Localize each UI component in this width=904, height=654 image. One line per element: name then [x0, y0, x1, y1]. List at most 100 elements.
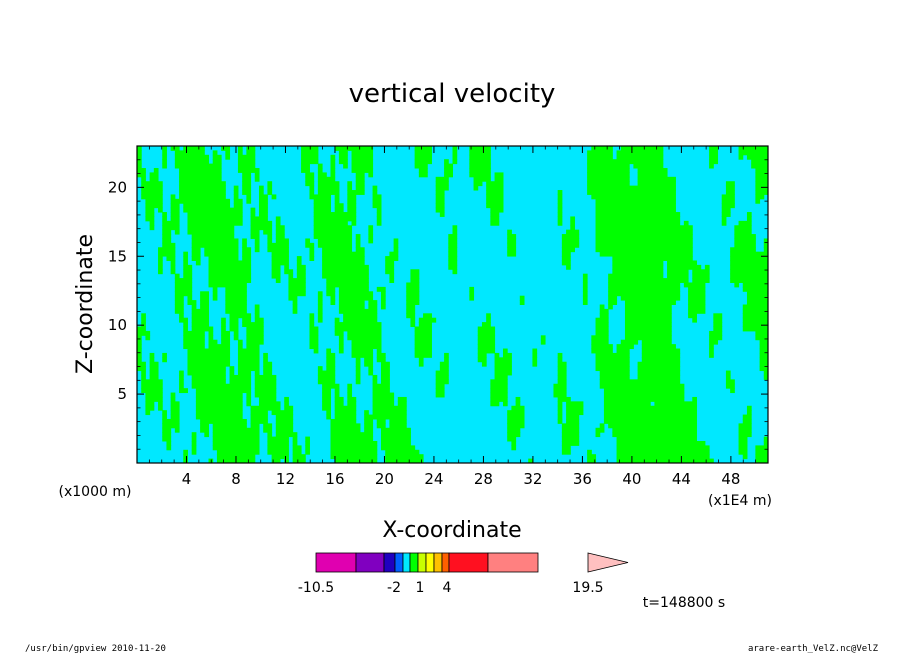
downdraft-region	[612, 432, 697, 438]
downdraft-region	[372, 405, 407, 411]
downdraft-region	[145, 410, 151, 416]
downdraft-region	[591, 194, 676, 200]
colorbar-segment	[425, 552, 435, 573]
downdraft-region	[145, 212, 155, 217]
downdraft-region	[267, 247, 289, 253]
downdraft-region	[158, 247, 176, 253]
downdraft-region	[637, 366, 681, 372]
downdraft-region	[343, 163, 348, 169]
downdraft-region	[570, 225, 575, 231]
downdraft-region	[242, 242, 247, 248]
downdraft-region	[292, 300, 298, 305]
downdraft-region	[250, 207, 256, 213]
downdraft-region	[368, 229, 374, 235]
downdraft-region	[296, 264, 306, 270]
downdraft-region	[347, 198, 357, 204]
downdraft-region	[688, 308, 706, 314]
downdraft-region	[444, 172, 453, 178]
downdraft-region	[595, 330, 609, 336]
downdraft-region	[448, 264, 458, 270]
downdraft-region	[317, 168, 323, 173]
downdraft-region	[595, 317, 609, 323]
downdraft-region	[338, 339, 344, 345]
downdraft-region	[637, 361, 681, 367]
downdraft-region	[599, 304, 605, 310]
downdraft-region	[292, 440, 298, 446]
downdraft-region	[170, 216, 180, 222]
downdraft-region	[347, 203, 357, 209]
downdraft-region	[334, 388, 340, 394]
downdraft-region	[191, 432, 197, 438]
downdraft-region	[313, 216, 357, 222]
downdraft-region	[511, 440, 517, 446]
downdraft-region	[254, 379, 277, 385]
downdraft-region	[582, 291, 588, 297]
downdraft-region	[246, 339, 264, 345]
downdraft-region	[191, 247, 201, 253]
downdraft-region	[435, 374, 449, 380]
downdraft-region	[174, 150, 205, 156]
downdraft-region	[322, 247, 353, 253]
downdraft-region	[587, 185, 676, 191]
downdraft-region	[250, 216, 268, 222]
colorbar-segment	[417, 552, 427, 573]
downdraft-region	[532, 352, 538, 358]
downdraft-region	[418, 168, 428, 173]
downdraft-region	[557, 401, 563, 407]
downdraft-region	[338, 286, 369, 292]
downdraft-region	[137, 357, 142, 363]
downdraft-region	[271, 256, 289, 261]
downdraft-region	[179, 190, 226, 195]
downdraft-region	[738, 220, 752, 226]
downdraft-region	[170, 396, 176, 402]
downdraft-region	[507, 247, 517, 253]
downdraft-region	[191, 317, 210, 323]
downdraft-region	[200, 300, 210, 305]
downdraft-region	[368, 238, 374, 244]
downdraft-region	[624, 317, 672, 323]
downdraft-region	[330, 163, 336, 169]
downdraft-region	[557, 396, 571, 402]
downdraft-region	[376, 348, 382, 354]
downdraft-region	[439, 366, 449, 372]
downdraft-region	[519, 300, 525, 305]
downdraft-region	[746, 212, 752, 217]
downdraft-region	[755, 176, 768, 182]
downdraft-region	[477, 335, 496, 341]
downdraft-region	[368, 172, 374, 178]
downdraft-region	[166, 440, 172, 446]
downdraft-region	[250, 229, 260, 235]
downdraft-region	[730, 264, 768, 270]
downdraft-region	[557, 190, 563, 195]
downdraft-region	[725, 374, 731, 380]
downdraft-region	[330, 449, 378, 455]
downdraft-region	[221, 335, 231, 341]
downdraft-region	[725, 379, 735, 385]
downdraft-region	[137, 352, 142, 358]
downdraft-region	[237, 159, 256, 165]
downdraft-region	[351, 163, 374, 169]
downdraft-region	[317, 370, 336, 376]
downdraft-region	[721, 216, 727, 222]
downdraft-region	[258, 401, 281, 407]
downdraft-region	[435, 388, 445, 394]
downdraft-region	[162, 418, 180, 424]
downdraft-region	[326, 291, 336, 297]
downdraft-region	[242, 181, 252, 187]
downdraft-region	[330, 423, 361, 429]
downdraft-region	[187, 216, 243, 222]
downdraft-region	[250, 212, 256, 217]
downdraft-region	[709, 335, 723, 341]
downdraft-region	[490, 388, 508, 394]
downdraft-region	[145, 203, 163, 209]
downdraft-region	[229, 379, 252, 385]
downdraft-region	[275, 216, 281, 222]
downdraft-region	[364, 357, 374, 363]
downdraft-region	[746, 405, 752, 411]
downdraft-region	[170, 269, 176, 275]
downdraft-region	[709, 348, 714, 354]
downdraft-region	[191, 234, 235, 239]
downdraft-region	[254, 317, 264, 323]
downdraft-region	[326, 286, 336, 292]
downdraft-region	[254, 176, 260, 182]
